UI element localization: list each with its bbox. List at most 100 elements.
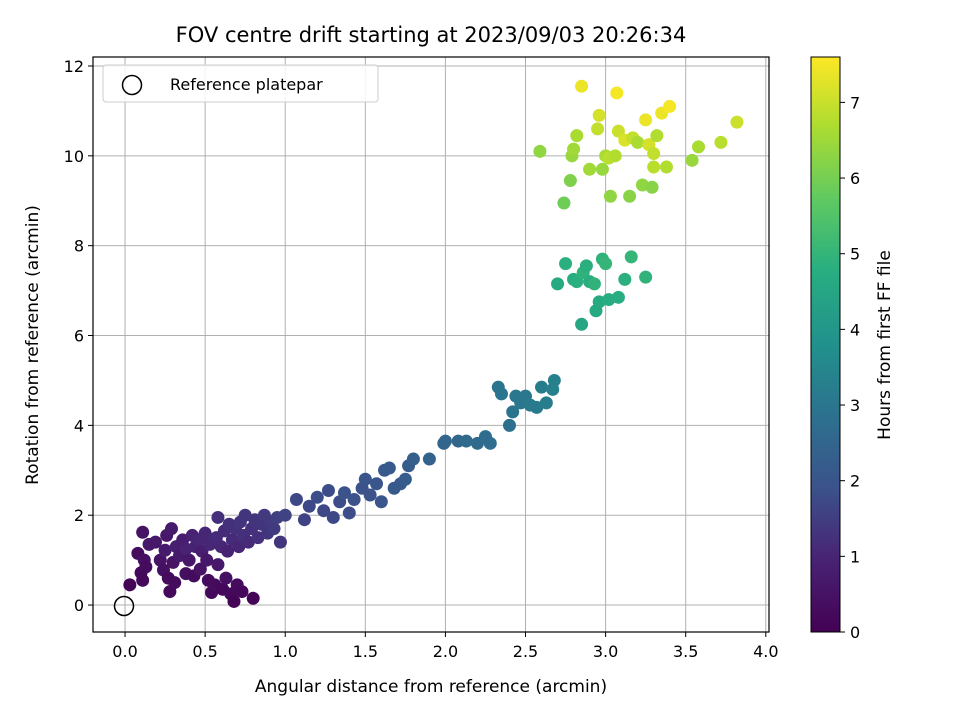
x-tick-label: 3.5 xyxy=(673,642,698,661)
x-tick-label: 3.0 xyxy=(593,642,618,661)
data-point xyxy=(611,124,625,138)
data-point xyxy=(567,142,581,156)
x-tick-label: 1.5 xyxy=(353,642,378,661)
data-point xyxy=(611,290,625,304)
data-point xyxy=(139,560,153,574)
data-point xyxy=(663,99,677,113)
data-point xyxy=(289,492,303,506)
data-point xyxy=(494,387,508,401)
colorbar-tick-label: 0 xyxy=(850,623,860,642)
data-point xyxy=(193,562,207,576)
data-point xyxy=(347,492,361,506)
colorbar-tick-label: 1 xyxy=(850,547,860,566)
data-point xyxy=(535,380,549,394)
data-point xyxy=(608,149,622,163)
data-point xyxy=(730,115,744,129)
data-point xyxy=(506,405,520,419)
data-point xyxy=(639,270,653,284)
data-point xyxy=(587,277,601,291)
data-point xyxy=(297,513,311,527)
data-point xyxy=(583,162,597,176)
data-point xyxy=(337,486,351,500)
data-point xyxy=(321,483,335,497)
data-point xyxy=(267,522,281,536)
data-point xyxy=(551,277,565,291)
y-tick-label: 6 xyxy=(74,327,84,346)
legend-label: Reference platepar xyxy=(170,75,323,94)
data-point xyxy=(692,140,706,154)
colorbar-tick-label: 6 xyxy=(850,169,860,188)
x-axis-ticks: 0.0 0.5 1.0 1.5 2.0 2.5 3.0 3.5 4.0 xyxy=(112,632,779,661)
data-point xyxy=(579,259,593,273)
data-point xyxy=(158,543,172,557)
data-point xyxy=(623,189,637,203)
x-axis-label: Angular distance from reference (arcmin) xyxy=(255,677,607,697)
data-point xyxy=(559,257,573,271)
x-tick-label: 2.0 xyxy=(433,642,458,661)
data-point xyxy=(570,275,584,289)
data-point xyxy=(302,499,316,513)
data-point xyxy=(342,506,356,520)
data-point xyxy=(198,526,212,540)
colorbar: 0 1 2 3 4 5 6 7 Hours from first FF file xyxy=(810,56,895,642)
data-point xyxy=(221,544,235,558)
data-point xyxy=(406,452,420,466)
colorbar-gradient xyxy=(810,56,841,633)
data-point xyxy=(211,510,225,524)
data-point xyxy=(610,86,624,100)
data-point xyxy=(273,535,287,549)
legend-box xyxy=(102,64,379,103)
x-tick-label: 1.0 xyxy=(273,642,298,661)
y-axis-label: Rotation from reference (arcmin) xyxy=(23,205,43,485)
data-point xyxy=(317,504,331,518)
data-point xyxy=(422,452,436,466)
x-tick-label: 4.0 xyxy=(753,642,778,661)
data-point xyxy=(639,113,653,127)
data-point xyxy=(278,508,292,522)
data-point xyxy=(502,418,516,432)
x-tick-label: 0.0 xyxy=(112,642,137,661)
data-point xyxy=(591,122,605,136)
data-point xyxy=(358,472,372,486)
data-points xyxy=(123,79,744,608)
colorbar-tick-label: 7 xyxy=(850,93,860,112)
data-point xyxy=(570,129,584,143)
data-point xyxy=(136,573,150,587)
data-point xyxy=(533,144,547,158)
data-point xyxy=(599,257,613,271)
data-point xyxy=(592,108,606,122)
data-point xyxy=(659,160,673,174)
data-point xyxy=(438,434,452,448)
data-point xyxy=(398,472,412,486)
data-point xyxy=(647,160,661,174)
grid xyxy=(93,57,769,632)
data-point xyxy=(575,317,589,331)
colorbar-tick-label: 3 xyxy=(850,396,860,415)
data-point xyxy=(211,558,225,572)
y-tick-label: 2 xyxy=(74,506,84,525)
data-point xyxy=(363,488,377,502)
data-point xyxy=(539,396,553,410)
data-point xyxy=(382,461,396,475)
x-tick-label: 0.5 xyxy=(192,642,217,661)
data-point xyxy=(647,147,661,161)
y-tick-label: 10 xyxy=(64,147,84,166)
data-point xyxy=(164,522,178,536)
colorbar-tick-label: 5 xyxy=(850,245,860,264)
x-tick-label: 2.5 xyxy=(513,642,538,661)
data-point xyxy=(595,162,609,176)
data-point xyxy=(714,135,728,149)
data-point xyxy=(310,490,324,504)
data-point xyxy=(200,553,214,567)
data-point xyxy=(235,585,249,599)
colorbar-tick-label: 4 xyxy=(850,320,860,339)
data-point xyxy=(645,180,659,194)
data-point xyxy=(136,525,150,539)
data-point xyxy=(459,434,473,448)
y-tick-label: 4 xyxy=(74,416,84,435)
y-tick-label: 12 xyxy=(64,57,84,76)
data-point xyxy=(557,196,571,210)
data-point xyxy=(631,135,645,149)
data-point xyxy=(575,79,589,93)
data-point xyxy=(123,578,137,592)
